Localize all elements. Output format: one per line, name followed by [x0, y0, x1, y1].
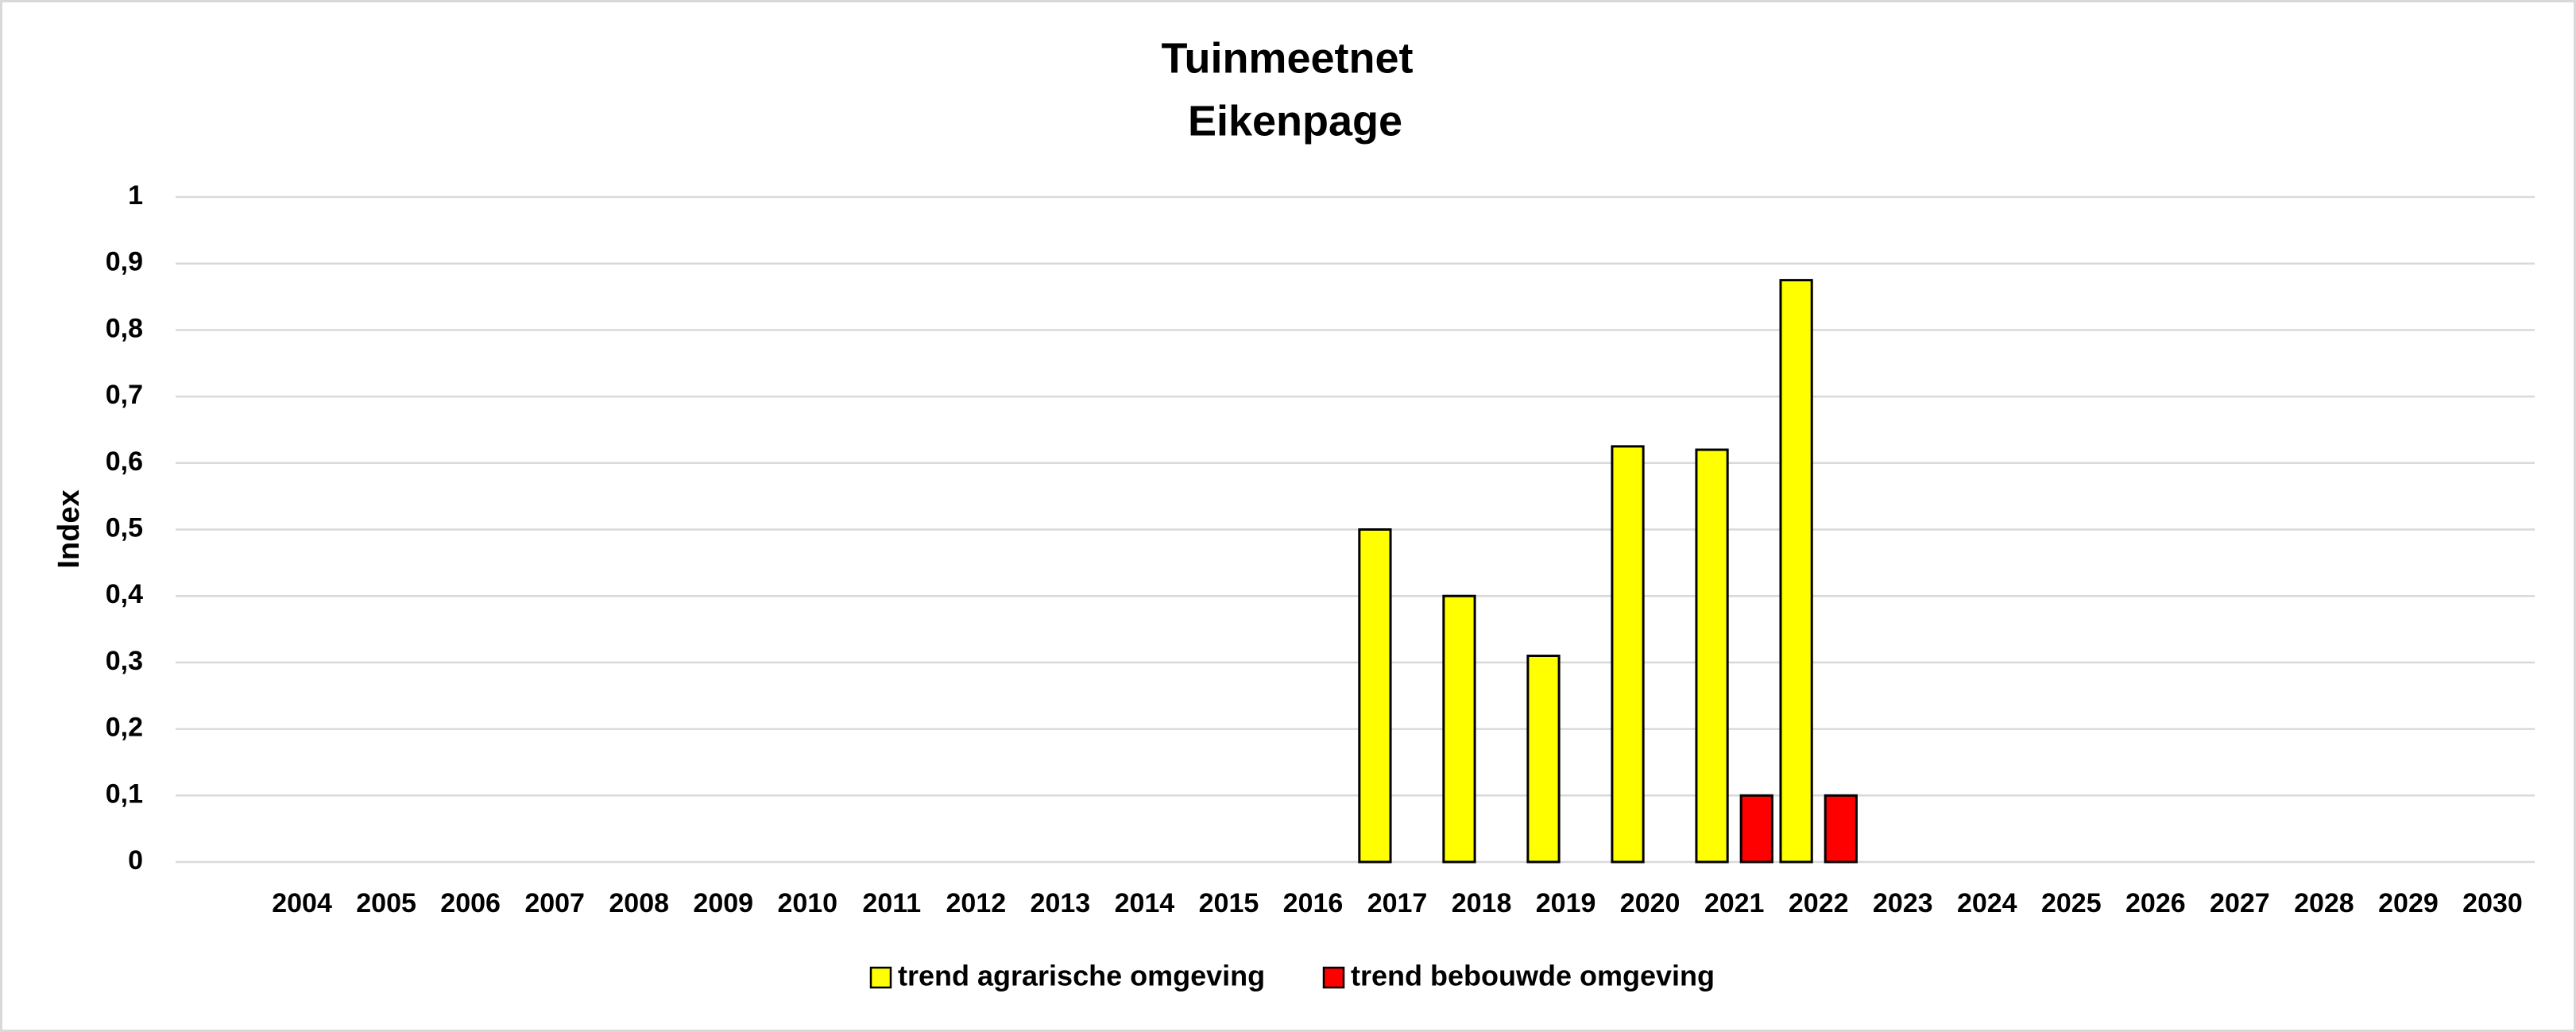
x-tick-label: 2026 — [2125, 888, 2186, 918]
chart-title: Tuinmeetnet — [1161, 34, 1413, 82]
legend-swatch — [869, 966, 892, 989]
y-tick-label: 0,6 — [106, 446, 143, 477]
bar — [1695, 448, 1729, 864]
legend-label: trend agrarische omgeving — [898, 960, 1265, 992]
x-tick-label: 2020 — [1620, 888, 1681, 918]
x-tick-label: 2009 — [693, 888, 753, 918]
bar — [1824, 794, 1858, 864]
x-tick-label: 2019 — [1536, 888, 1596, 918]
y-axis-label: Index — [52, 489, 86, 568]
x-tick-label: 2011 — [862, 888, 921, 918]
bar — [1779, 279, 1813, 864]
y-tick-label: 0,3 — [106, 646, 143, 676]
y-tick-label: 0 — [128, 845, 143, 875]
x-tick-label: 2006 — [440, 888, 501, 918]
bar — [1611, 445, 1645, 864]
chart-subtitle: Eikenpage — [1188, 97, 1402, 145]
y-tick-label: 0,4 — [106, 579, 143, 609]
y-tick-label: 0,1 — [106, 779, 143, 809]
x-tick-label: 2023 — [1873, 888, 1933, 918]
x-tick-label: 2022 — [1789, 888, 1849, 918]
x-tick-label: 2004 — [272, 888, 332, 918]
x-tick-label: 2005 — [356, 888, 416, 918]
y-tick-label: 1 — [128, 180, 143, 211]
legend-swatch — [1322, 966, 1345, 989]
x-tick-label: 2027 — [2210, 888, 2270, 918]
y-tick-label: 0,8 — [106, 313, 143, 343]
x-tick-label: 2014 — [1115, 888, 1175, 918]
x-tick-label: 2013 — [1031, 888, 1091, 918]
bar — [1358, 528, 1392, 864]
y-tick-label: 0,9 — [106, 247, 143, 277]
x-tick-label: 2010 — [777, 888, 837, 918]
legend-label: trend bebouwde omgeving — [1351, 960, 1715, 992]
y-tick-label: 0,2 — [106, 713, 143, 743]
y-tick-label: 0,5 — [106, 512, 143, 543]
x-tick-label: 2015 — [1199, 888, 1259, 918]
x-tick-label: 2028 — [2294, 888, 2354, 918]
x-tick-label: 2017 — [1367, 888, 1428, 918]
x-tick-label: 2016 — [1283, 888, 1344, 918]
bar — [1526, 655, 1561, 864]
x-tick-label: 2030 — [2462, 888, 2523, 918]
x-tick-label: 2024 — [1957, 888, 2017, 918]
bar — [1739, 794, 1773, 864]
x-tick-label: 2021 — [1704, 888, 1765, 918]
x-tick-label: 2007 — [524, 888, 585, 918]
x-tick-label: 2025 — [2041, 888, 2102, 918]
x-tick-label: 2012 — [946, 888, 1007, 918]
bar — [1442, 594, 1476, 864]
x-tick-label: 2029 — [2378, 888, 2439, 918]
y-tick-label: 0,7 — [106, 380, 143, 410]
x-tick-label: 2018 — [1452, 888, 1512, 918]
x-tick-label: 2008 — [609, 888, 669, 918]
